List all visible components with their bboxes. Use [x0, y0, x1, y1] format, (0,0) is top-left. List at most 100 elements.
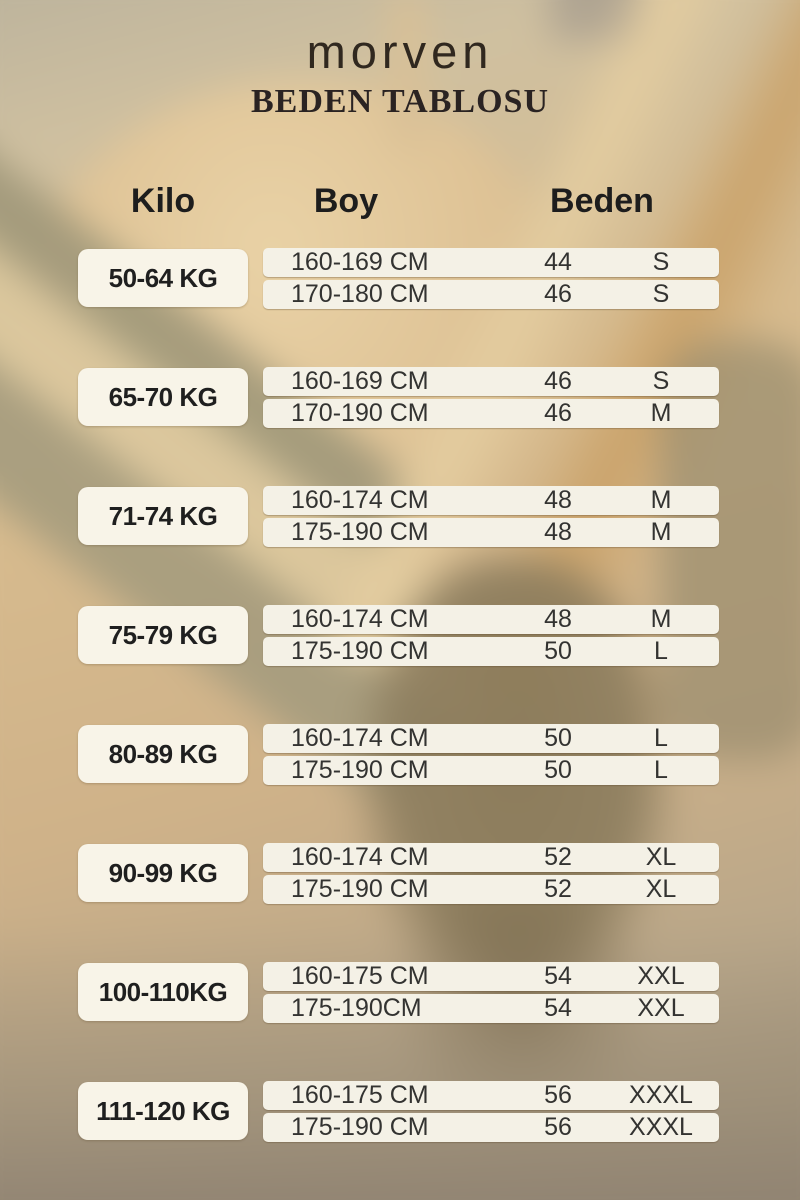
height-range-cell: 175-190CM	[291, 993, 422, 1022]
size-number-cell: 48	[544, 485, 572, 514]
size-group: 80-89 KG 160-174 CM 50 L 175-190 CM 50 L	[78, 723, 800, 785]
weight-range-box: 50-64 KG	[78, 249, 248, 307]
size-group: 111-120 KG 160-175 CM 56 XXXL 175-190 CM…	[78, 1080, 800, 1142]
size-row: 175-190 CM 50 L	[263, 755, 719, 785]
size-letter-cell: L	[654, 755, 668, 784]
column-header-size: Beden	[550, 182, 654, 220]
size-letter-cell: S	[652, 366, 670, 395]
content: morven BEDEN TABLOSU Kilo Boy Beden 50-6…	[0, 24, 800, 1142]
height-range-cell: 170-190 CM	[291, 398, 429, 427]
weight-range-box: 100-110KG	[78, 963, 248, 1021]
weight-range-box: 80-89 KG	[78, 725, 248, 783]
size-number-cell: 50	[544, 755, 572, 784]
weight-range-label: 90-99 KG	[108, 857, 218, 888]
weight-range-box: 65-70 KG	[78, 368, 248, 426]
size-rows: 160-175 CM 54 XXL 175-190CM 54 XXL	[263, 961, 719, 1023]
size-number-cell: 56	[544, 1080, 572, 1109]
size-letter-cell: XXL	[637, 993, 685, 1022]
size-groups: 50-64 KG 160-169 CM 44 S 170-180 CM 46 S…	[0, 247, 800, 1142]
size-number-cell: 50	[544, 636, 572, 665]
size-letter-cell: L	[654, 636, 668, 665]
weight-range-box: 111-120 KG	[78, 1082, 248, 1140]
size-rows: 160-175 CM 56 XXXL 175-190 CM 56 XXXL	[263, 1080, 719, 1142]
size-letter-cell: XL	[645, 842, 677, 871]
size-number-cell: 54	[544, 993, 572, 1022]
size-row: 160-174 CM 52 XL	[263, 842, 719, 872]
height-range-cell: 160-174 CM	[291, 485, 429, 514]
size-letter-cell: XXXL	[629, 1112, 693, 1141]
size-letter-cell: M	[650, 604, 672, 633]
page-title: BEDEN TABLOSU	[251, 83, 549, 120]
size-number-cell: 48	[544, 517, 572, 546]
size-number-cell: 46	[544, 279, 572, 308]
height-range-cell: 175-190 CM	[291, 755, 429, 784]
height-range-cell: 160-169 CM	[291, 366, 429, 395]
height-range-cell: 160-175 CM	[291, 1080, 429, 1109]
size-row: 160-174 CM 48 M	[263, 485, 719, 515]
weight-range-box: 71-74 KG	[78, 487, 248, 545]
size-letter-cell: M	[650, 485, 672, 514]
height-range-cell: 160-174 CM	[291, 842, 429, 871]
height-range-cell: 160-169 CM	[291, 247, 429, 276]
size-letter-cell: L	[654, 723, 668, 752]
height-range-cell: 160-175 CM	[291, 961, 429, 990]
size-letter-cell: S	[652, 247, 670, 276]
size-number-cell: 56	[544, 1112, 572, 1141]
weight-range-label: 100-110KG	[98, 976, 228, 1007]
size-letter-cell: M	[650, 517, 672, 546]
weight-range-box: 90-99 KG	[78, 844, 248, 902]
column-headers: Kilo Boy Beden	[0, 182, 800, 234]
weight-range-label: 75-79 KG	[108, 619, 218, 650]
size-row: 160-175 CM 56 XXXL	[263, 1080, 719, 1110]
size-number-cell: 54	[544, 961, 572, 990]
size-row: 170-180 CM 46 S	[263, 279, 719, 309]
size-letter-cell: XL	[645, 874, 677, 903]
size-rows: 160-169 CM 46 S 170-190 CM 46 M	[263, 366, 719, 428]
height-range-cell: 175-190 CM	[291, 1112, 429, 1141]
column-header-weight: Kilo	[130, 182, 196, 220]
size-row: 175-190CM 54 XXL	[263, 993, 719, 1023]
column-header-height: Boy	[313, 182, 379, 220]
size-letter-cell: XXL	[637, 961, 685, 990]
height-range-cell: 170-180 CM	[291, 279, 429, 308]
size-number-cell: 46	[544, 398, 572, 427]
size-group: 65-70 KG 160-169 CM 46 S 170-190 CM 46 M	[78, 366, 800, 428]
size-letter-cell: S	[652, 279, 670, 308]
size-group: 90-99 KG 160-174 CM 52 XL 175-190 CM 52 …	[78, 842, 800, 904]
size-group: 75-79 KG 160-174 CM 48 M 175-190 CM 50 L	[78, 604, 800, 666]
size-number-cell: 52	[544, 842, 572, 871]
size-row: 175-190 CM 48 M	[263, 517, 719, 547]
size-row: 160-175 CM 54 XXL	[263, 961, 719, 991]
size-row: 160-174 CM 48 M	[263, 604, 719, 634]
brand-logo: morven	[306, 25, 494, 78]
weight-range-label: 71-74 KG	[108, 500, 218, 531]
size-rows: 160-174 CM 52 XL 175-190 CM 52 XL	[263, 842, 719, 904]
size-number-cell: 44	[544, 247, 572, 276]
height-range-cell: 175-190 CM	[291, 517, 429, 546]
size-row: 175-190 CM 52 XL	[263, 874, 719, 904]
height-range-cell: 160-174 CM	[291, 723, 429, 752]
size-row: 160-174 CM 50 L	[263, 723, 719, 753]
size-group: 50-64 KG 160-169 CM 44 S 170-180 CM 46 S	[78, 247, 800, 309]
size-number-cell: 46	[544, 366, 572, 395]
size-row: 175-190 CM 56 XXXL	[263, 1112, 719, 1142]
size-group: 71-74 KG 160-174 CM 48 M 175-190 CM 48 M	[78, 485, 800, 547]
height-range-cell: 160-174 CM	[291, 604, 429, 633]
size-number-cell: 50	[544, 723, 572, 752]
weight-range-box: 75-79 KG	[78, 606, 248, 664]
size-number-cell: 48	[544, 604, 572, 633]
size-rows: 160-169 CM 44 S 170-180 CM 46 S	[263, 247, 719, 309]
weight-range-label: 50-64 KG	[108, 262, 218, 293]
size-group: 100-110KG 160-175 CM 54 XXL 175-190CM 54…	[78, 961, 800, 1023]
size-letter-cell: XXXL	[629, 1080, 693, 1109]
height-range-cell: 175-190 CM	[291, 874, 429, 903]
size-letter-cell: M	[650, 398, 672, 427]
size-row: 170-190 CM 46 M	[263, 398, 719, 428]
size-number-cell: 52	[544, 874, 572, 903]
size-rows: 160-174 CM 50 L 175-190 CM 50 L	[263, 723, 719, 785]
size-rows: 160-174 CM 48 M 175-190 CM 50 L	[263, 604, 719, 666]
weight-range-label: 65-70 KG	[108, 381, 218, 412]
size-rows: 160-174 CM 48 M 175-190 CM 48 M	[263, 485, 719, 547]
size-row: 160-169 CM 44 S	[263, 247, 719, 277]
